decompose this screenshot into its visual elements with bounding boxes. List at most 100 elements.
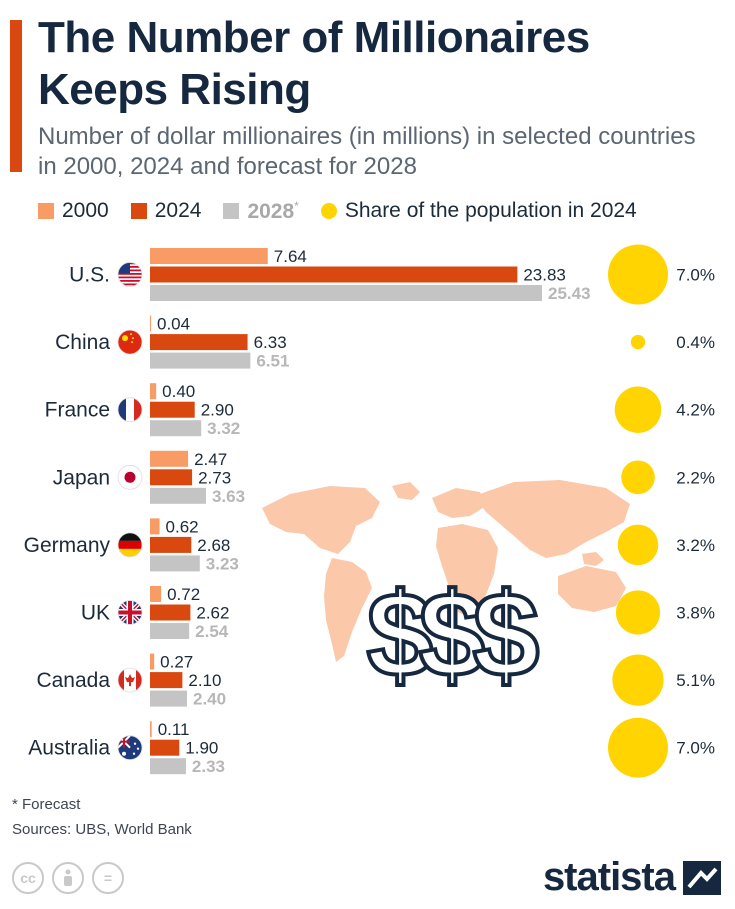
share-label-u-s: 7.0% xyxy=(676,266,715,285)
share-bubble-uk xyxy=(615,590,661,635)
bar-2000-australia xyxy=(150,721,152,738)
legend-item-2000: 2000 xyxy=(38,199,109,223)
category-label-canada: Canada xyxy=(36,669,110,692)
category-label-u-s: U.S. xyxy=(69,264,110,287)
legend: 2000 2024 2028* Share of the population … xyxy=(38,198,659,224)
bar-2024-u-s xyxy=(150,266,518,283)
value-label-2028-uk: 2.54 xyxy=(195,622,229,641)
attribution-icon[interactable] xyxy=(52,862,84,894)
share-bubble-australia xyxy=(608,717,668,778)
page-title: The Number of Millionaires Keeps Rising xyxy=(38,12,590,116)
value-label-2000-australia: 0.11 xyxy=(158,720,190,739)
bar-2024-canada xyxy=(150,672,183,689)
sources: Sources: UBS, World Bank xyxy=(12,821,192,838)
share-label-japan: 2.2% xyxy=(676,468,715,487)
legend-swatch-2028 xyxy=(223,203,240,219)
title-line-1: The Number of Millionaires xyxy=(38,13,590,62)
subtitle: Number of dollar millionaires (in millio… xyxy=(38,123,696,180)
legend-label-population-share: Share of the population in 2024 xyxy=(344,199,637,222)
bar-2028-u-s xyxy=(150,285,542,301)
value-label-2000-canada: 0.27 xyxy=(160,653,193,672)
legend-label-2028-text: 2028 xyxy=(247,199,295,223)
flag-china-icon xyxy=(117,329,143,355)
value-label-2000-germany: 0.62 xyxy=(166,517,199,536)
share-bubble-canada xyxy=(612,654,664,706)
bar-2000-france xyxy=(150,383,157,400)
share-bubble-germany xyxy=(617,524,659,566)
value-label-2024-u-s: 23.83 xyxy=(523,266,566,285)
category-label-australia: Australia xyxy=(28,737,110,760)
value-label-2028-australia: 2.33 xyxy=(192,757,225,776)
bar-2024-germany xyxy=(150,536,192,553)
bar-2000-canada xyxy=(150,653,155,670)
legend-item-population-share: Share of the population in 2024 xyxy=(320,199,637,223)
footnote: * Forecast xyxy=(12,796,81,813)
value-label-2024-australia: 1.90 xyxy=(185,739,218,758)
flag-uk-icon xyxy=(117,600,143,625)
dollar-sign-icon: $ xyxy=(473,568,540,702)
value-label-2000-china: 0.04 xyxy=(157,315,190,334)
bar-2000-germany xyxy=(150,518,160,535)
legend-label-2028: 2028* xyxy=(247,199,298,224)
statista-mark-icon xyxy=(683,860,721,895)
share-bubble-u-s xyxy=(608,244,668,305)
value-label-2000-france: 0.40 xyxy=(162,382,195,401)
no-derivatives-icon[interactable]: = xyxy=(92,862,124,894)
bar-2000-japan xyxy=(150,450,189,467)
value-label-2000-u-s: 7.64 xyxy=(274,247,307,266)
bar-2028-canada xyxy=(150,690,187,707)
share-bubble-china xyxy=(630,334,646,350)
legend-swatch-population-share xyxy=(320,203,337,219)
share-label-france: 4.2% xyxy=(676,401,715,420)
title-line-2: Keeps Rising xyxy=(38,65,311,114)
bar-2000-u-s xyxy=(150,248,268,264)
share-label-australia: 7.0% xyxy=(676,739,715,758)
bar-2028-uk xyxy=(150,623,190,639)
flag-u-s-icon xyxy=(117,262,143,287)
statista-logo[interactable]: statista xyxy=(543,855,721,900)
dollar-sign-icon: $ xyxy=(367,568,434,702)
legend-label-2000: 2000 xyxy=(62,199,109,222)
legend-swatch-2024 xyxy=(130,203,147,219)
share-label-china: 0.4% xyxy=(676,333,715,352)
category-label-uk: UK xyxy=(81,602,110,625)
license-icons: cc = xyxy=(12,862,132,894)
creative-commons-icon[interactable]: cc xyxy=(12,862,44,894)
flag-canada-icon xyxy=(117,667,143,693)
value-label-2024-france: 2.90 xyxy=(201,401,234,420)
bar-2000-uk xyxy=(150,586,162,602)
value-label-2024-china: 6.33 xyxy=(254,333,287,352)
value-label-2028-france: 3.32 xyxy=(207,419,240,438)
share-label-canada: 5.1% xyxy=(676,671,715,690)
legend-item-2024: 2024 xyxy=(130,199,201,223)
flag-germany-icon xyxy=(117,532,143,558)
category-label-france: France xyxy=(45,399,110,422)
value-label-2024-canada: 2.10 xyxy=(188,671,221,690)
share-label-uk: 3.8% xyxy=(676,604,715,623)
legend-item-2028: 2028* xyxy=(223,199,299,224)
bar-2028-china xyxy=(150,352,251,369)
legend-label-2028-asterisk: * xyxy=(294,198,299,213)
bar-2024-uk xyxy=(150,604,191,621)
value-label-2024-japan: 2.73 xyxy=(198,468,231,487)
value-label-2028-canada: 2.40 xyxy=(193,690,226,709)
bar-2000-china xyxy=(150,315,151,332)
dollar-sign-icon: $ xyxy=(419,568,486,702)
category-label-japan: Japan xyxy=(53,466,110,489)
bar-2024-france xyxy=(150,401,195,418)
flag-australia-icon xyxy=(117,735,143,761)
bar-2024-china xyxy=(150,334,248,351)
value-label-2028-u-s: 25.43 xyxy=(548,284,591,303)
world-map-icon xyxy=(262,480,630,662)
value-label-2028-germany: 3.23 xyxy=(206,554,239,573)
legend-swatch-2000 xyxy=(38,203,54,219)
value-label-2028-china: 6.51 xyxy=(256,352,289,371)
flag-japan-icon xyxy=(117,464,143,490)
category-label-germany: Germany xyxy=(24,534,111,557)
category-label-china: China xyxy=(55,331,110,354)
share-label-germany: 3.2% xyxy=(676,536,715,555)
bar-2028-germany xyxy=(150,555,200,572)
share-bubble-france xyxy=(614,386,662,433)
bar-2024-australia xyxy=(150,739,180,756)
value-label-2000-japan: 2.47 xyxy=(194,450,227,469)
